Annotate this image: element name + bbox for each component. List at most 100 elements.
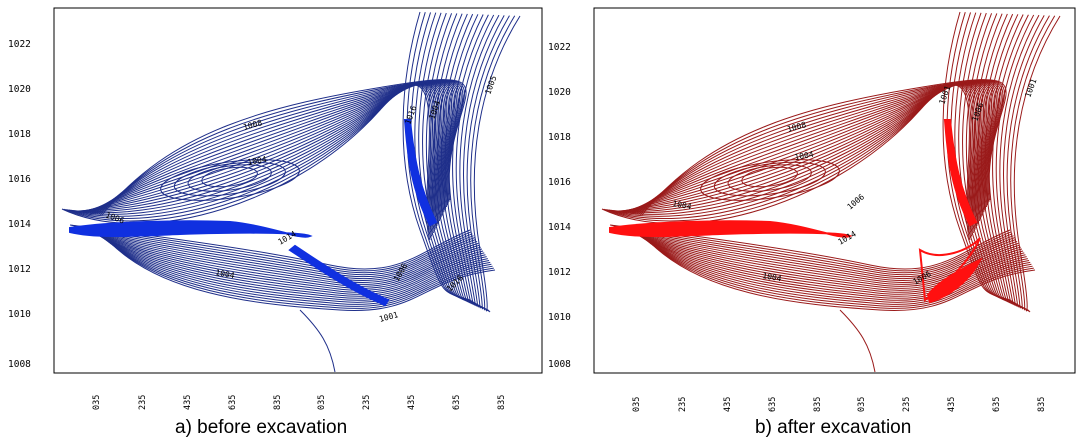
contour-line (82, 227, 481, 287)
contour-line (459, 14, 500, 310)
y-tick-label: 1018 (548, 132, 571, 143)
contour-line (632, 229, 1030, 301)
contour-line (84, 227, 483, 289)
contour-loop (727, 164, 812, 192)
contour-line (76, 225, 477, 280)
contour-line (96, 230, 493, 307)
contour-line (615, 83, 983, 227)
y-tick-label: 1008 (548, 359, 571, 370)
contour-line (81, 82, 448, 221)
contour-label: 1004 (247, 155, 268, 167)
contour-line (1006, 15, 1050, 312)
y-tick-label: 1008 (8, 359, 31, 370)
contour-line (1003, 15, 1045, 311)
contour-line (86, 228, 485, 293)
contour-line (86, 81, 453, 216)
contour-line (999, 14, 1040, 310)
contour-line (988, 14, 1024, 308)
contour-line (614, 225, 1014, 276)
contour-line (98, 230, 494, 309)
contour-line (470, 15, 516, 312)
y-axis: 1022 1020 1018 1016 1014 1012 1010 1008 (8, 39, 31, 370)
contour-line (406, 12, 472, 302)
contour-line (441, 13, 481, 307)
contour-line (463, 15, 505, 311)
contour-line (78, 226, 478, 282)
contour-line (433, 13, 479, 306)
contour-line (81, 226, 480, 285)
y-axis: 1022 1020 1018 1016 1014 1012 1010 1008 (548, 42, 571, 370)
contour-line (79, 226, 479, 284)
contour-plot-after: 1022 1020 1018 1016 1014 1012 1010 1008 … (540, 0, 1079, 444)
x-tick-label: 435 (407, 395, 417, 410)
contour-line (444, 14, 482, 308)
water-fill (69, 220, 313, 238)
contour-line (981, 13, 1021, 307)
x-tick-label: 835 (497, 395, 507, 410)
contour-loop (700, 159, 840, 201)
y-tick-label: 1016 (548, 177, 571, 188)
contour-line (619, 226, 1019, 284)
contour-plot-before: 1022 1020 1018 1016 1014 1012 1010 1008 … (8, 7, 543, 438)
contour-line (633, 229, 1031, 303)
contour-line (87, 81, 454, 214)
contour-line (94, 80, 461, 215)
contour-line (299, 309, 336, 373)
contour-line (639, 230, 1036, 311)
water-fill-regions (69, 119, 438, 307)
x-tick-label: 835 (1037, 397, 1047, 412)
x-tick-label: 235 (678, 397, 688, 412)
x-tick-label: 035 (857, 397, 867, 412)
contour-line (621, 82, 988, 221)
x-tick-label: 035 (632, 397, 642, 412)
y-tick-label: 1016 (8, 174, 31, 185)
y-tick-label: 1022 (8, 39, 31, 50)
contour-label: 1004 (762, 271, 783, 283)
contour-line (82, 81, 449, 220)
contour-line (92, 80, 459, 215)
y-tick-label: 1018 (8, 129, 31, 140)
contour-line (629, 228, 1027, 297)
contour-line (466, 15, 510, 312)
water-fill (926, 257, 983, 304)
contour-line (631, 228, 1028, 299)
contour-line (622, 81, 989, 220)
x-tick-label: 635 (452, 395, 462, 410)
y-tick-label: 1014 (548, 222, 571, 233)
contour-line (99, 230, 496, 311)
contour-line (85, 227, 484, 291)
x-tick-label: 035 (317, 395, 327, 410)
x-tick-label: 435 (723, 397, 733, 412)
x-tick-label: 635 (992, 397, 1002, 412)
contour-line (410, 12, 473, 302)
contour-line (95, 229, 492, 305)
contour-line (617, 82, 985, 225)
contour-line (635, 229, 1032, 305)
x-tick-label: 235 (138, 395, 148, 410)
water-fill-regions (609, 119, 983, 304)
water-fill (609, 220, 853, 238)
contour-line (641, 79, 1007, 216)
contour-line (99, 79, 465, 216)
y-tick-label: 1020 (548, 87, 571, 98)
contour-line (634, 80, 1001, 215)
x-tick-label: 835 (273, 395, 283, 410)
contour-label: 1004 (794, 150, 815, 162)
contour-label: 1004 (215, 268, 236, 280)
contour-lines (61, 11, 521, 373)
contour-line (992, 14, 1029, 309)
x-tick-label: 835 (813, 397, 823, 412)
contour-line (437, 13, 480, 307)
y-tick-label: 1022 (548, 42, 571, 53)
y-tick-label: 1010 (8, 309, 31, 320)
contour-line (626, 81, 993, 216)
contour-line (950, 12, 1013, 302)
contour-line (632, 80, 999, 215)
water-fill (288, 244, 390, 307)
contour-line (627, 81, 994, 214)
contour-line (77, 82, 445, 225)
contour-line (639, 79, 1005, 216)
contour-line (612, 225, 1013, 274)
x-tick-label: 435 (183, 395, 193, 410)
contour-line (969, 13, 1018, 305)
